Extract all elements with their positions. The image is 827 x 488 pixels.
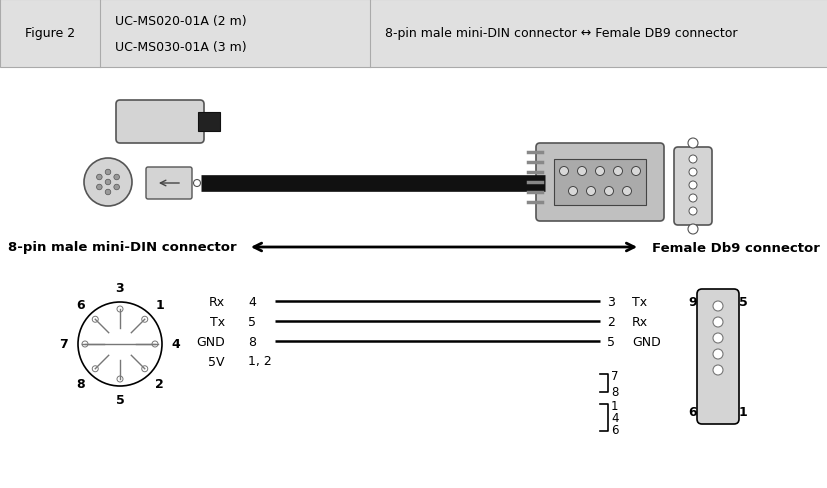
Circle shape: [92, 317, 98, 323]
Text: 5V: 5V: [208, 355, 225, 368]
FancyBboxPatch shape: [673, 148, 711, 225]
Circle shape: [97, 185, 102, 190]
Circle shape: [712, 333, 722, 343]
Circle shape: [117, 376, 123, 382]
Text: 5: 5: [739, 296, 747, 309]
Circle shape: [194, 180, 200, 187]
Bar: [553, 160, 645, 205]
Text: Figure 2: Figure 2: [25, 27, 75, 41]
Text: UC-MS020-01A (2 m): UC-MS020-01A (2 m): [115, 16, 246, 28]
Bar: [198, 113, 220, 132]
Circle shape: [595, 167, 604, 176]
Text: 1: 1: [155, 298, 164, 311]
Text: GND: GND: [631, 335, 660, 348]
Circle shape: [712, 302, 722, 311]
Text: 5: 5: [116, 394, 124, 407]
Text: Rx: Rx: [631, 315, 648, 328]
Text: 8-pin male mini-DIN connector ↔ Female DB9 connector: 8-pin male mini-DIN connector ↔ Female D…: [385, 27, 737, 41]
Text: Female Db9 connector: Female Db9 connector: [652, 241, 819, 254]
Circle shape: [97, 175, 102, 181]
Circle shape: [84, 159, 131, 206]
Bar: [0, 0, 827, 68]
Text: 1: 1: [610, 399, 618, 412]
Text: 5: 5: [248, 315, 256, 328]
Text: Rx: Rx: [208, 295, 225, 308]
Circle shape: [82, 341, 88, 347]
Text: 4: 4: [171, 338, 180, 351]
Circle shape: [712, 349, 722, 359]
Circle shape: [687, 224, 697, 235]
Circle shape: [152, 341, 158, 347]
Circle shape: [688, 156, 696, 163]
Circle shape: [114, 185, 119, 190]
Circle shape: [604, 187, 613, 196]
Circle shape: [688, 207, 696, 216]
Circle shape: [568, 187, 576, 196]
Text: 9: 9: [687, 296, 696, 309]
Circle shape: [688, 169, 696, 177]
Circle shape: [688, 182, 696, 190]
Text: 4: 4: [248, 295, 256, 308]
Circle shape: [141, 366, 147, 372]
Text: 4: 4: [610, 411, 618, 424]
Text: 7: 7: [610, 369, 618, 382]
Circle shape: [92, 366, 98, 372]
Text: 2: 2: [155, 377, 164, 390]
Circle shape: [576, 167, 586, 176]
Text: 5: 5: [606, 335, 614, 348]
Circle shape: [559, 167, 568, 176]
Circle shape: [117, 306, 123, 312]
Text: 1: 1: [739, 405, 747, 418]
Circle shape: [687, 139, 697, 149]
Text: 2: 2: [606, 315, 614, 328]
Text: 6: 6: [687, 405, 696, 418]
Text: Tx: Tx: [209, 315, 225, 328]
Text: 8: 8: [248, 335, 256, 348]
Text: 6: 6: [610, 424, 618, 437]
FancyBboxPatch shape: [696, 289, 739, 424]
Circle shape: [712, 317, 722, 327]
Circle shape: [586, 187, 595, 196]
Circle shape: [78, 303, 162, 386]
Circle shape: [105, 180, 111, 185]
Text: 8: 8: [610, 385, 618, 398]
Text: 8-pin male mini-DIN connector: 8-pin male mini-DIN connector: [8, 241, 237, 254]
Circle shape: [622, 187, 631, 196]
Circle shape: [712, 365, 722, 375]
Text: 6: 6: [76, 298, 84, 311]
Text: 1, 2: 1, 2: [248, 355, 271, 368]
Circle shape: [613, 167, 622, 176]
Circle shape: [631, 167, 640, 176]
Circle shape: [141, 317, 147, 323]
Text: Tx: Tx: [631, 295, 647, 308]
Circle shape: [105, 170, 111, 176]
Text: 3: 3: [116, 282, 124, 295]
Text: 3: 3: [606, 295, 614, 308]
Text: UC-MS030-01A (3 m): UC-MS030-01A (3 m): [115, 41, 246, 54]
Circle shape: [688, 195, 696, 203]
FancyBboxPatch shape: [535, 143, 663, 222]
Text: GND: GND: [196, 335, 225, 348]
FancyBboxPatch shape: [146, 168, 192, 200]
FancyBboxPatch shape: [116, 101, 203, 143]
Circle shape: [114, 175, 119, 181]
Text: 7: 7: [60, 338, 69, 351]
Circle shape: [105, 190, 111, 195]
Text: 8: 8: [76, 377, 84, 390]
